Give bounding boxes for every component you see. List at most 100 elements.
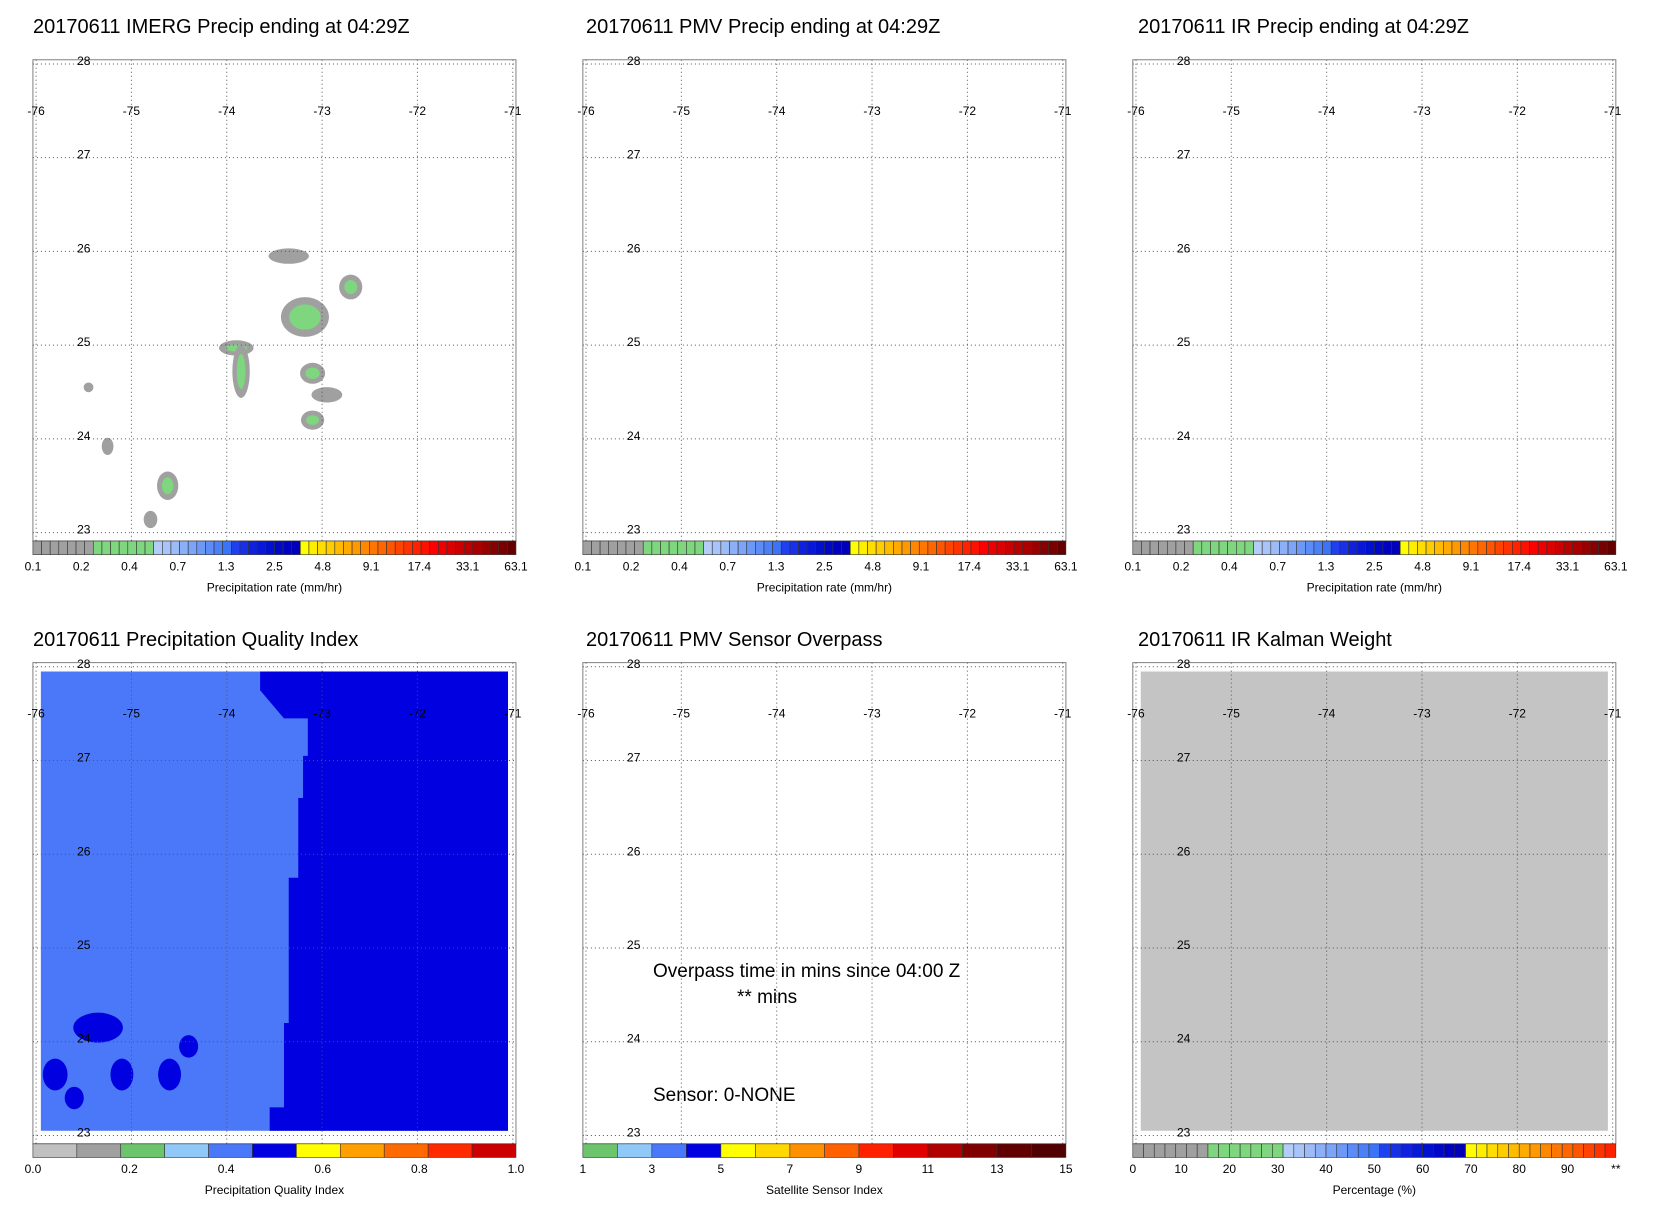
lon-tick-label: -74 <box>768 707 786 721</box>
lat-tick-label: 26 <box>1177 241 1191 255</box>
colorbar-swatch <box>1589 540 1599 555</box>
colorbar-tick-label: 1.0 <box>508 1162 525 1176</box>
imerg-precip-panel: 20170611 IMERG Precip ending at 04:29Z <box>0 0 540 590</box>
colorbar-swatch <box>1391 540 1401 555</box>
colorbar-tick-label: 0.4 <box>218 1162 235 1176</box>
colorbar-swatch <box>208 1143 253 1158</box>
colorbar-swatch <box>1503 540 1513 555</box>
colorbar-swatch <box>1322 540 1332 555</box>
colorbar-swatch <box>1357 1143 1370 1158</box>
colorbar-tick-label: 80 <box>1513 1162 1527 1176</box>
colorbar-swatch <box>1336 1143 1348 1158</box>
plot-frame <box>32 662 517 1145</box>
colorbar-swatch <box>953 540 963 555</box>
colorbar-swatch <box>1164 1143 1177 1158</box>
colorbar-swatch <box>893 540 903 555</box>
colorbar-swatch <box>1282 1143 1295 1158</box>
colorbar-tick-label: 0 <box>1129 1162 1136 1176</box>
colorbar-swatch <box>772 540 782 555</box>
colorbar-swatch <box>755 1143 791 1158</box>
colorbar-swatch <box>1475 1143 1488 1158</box>
lon-tick-label: -75 <box>673 104 691 118</box>
colorbar-swatch <box>1486 540 1496 555</box>
colorbar-tick-label: 9.1 <box>1463 559 1480 573</box>
lat-tick-label: 24 <box>627 1032 641 1046</box>
colorbar-swatch <box>296 1143 341 1158</box>
colorbar-swatch <box>1379 1143 1391 1158</box>
colorbar-swatch <box>1434 540 1444 555</box>
quality-blob <box>64 1086 84 1110</box>
lat-tick-label: 27 <box>1177 148 1191 162</box>
lon-tick-label: -73 <box>863 104 881 118</box>
lon-tick-label: -75 <box>123 707 141 721</box>
colorbar-swatch <box>76 1143 122 1158</box>
colorbar-swatch <box>806 540 817 555</box>
colorbar-swatch <box>1253 540 1263 555</box>
lat-tick-label: 25 <box>627 938 641 952</box>
lat-tick-label: 26 <box>77 844 91 858</box>
colorbar-swatch <box>1512 540 1522 555</box>
lon-tick-label: -75 <box>673 707 691 721</box>
colorbar-swatch <box>1293 1143 1305 1158</box>
colorbar-tick-label: 1 <box>580 1162 587 1176</box>
colorbar-swatch <box>1175 540 1185 555</box>
colorbar-tick-label: 15 <box>1059 1162 1073 1176</box>
colorbar-swatch <box>252 1143 297 1158</box>
lat-tick-label: 28 <box>627 657 641 671</box>
colorbar-swatch <box>1465 1143 1477 1158</box>
lat-tick-label: 27 <box>627 751 641 765</box>
colorbar-swatch <box>1184 540 1194 555</box>
lat-tick-label: 26 <box>1177 844 1191 858</box>
colorbar-swatch <box>962 1143 998 1158</box>
colorbar-swatch <box>1399 540 1410 555</box>
colorbar-swatch <box>1561 1143 1574 1158</box>
quality-blob <box>179 1035 199 1058</box>
colorbar-swatch <box>867 540 877 555</box>
colorbar-swatch <box>1314 1143 1327 1158</box>
lon-tick-label: -76 <box>1127 707 1145 721</box>
colorbar-swatch <box>944 540 955 555</box>
colorbar-swatch <box>1175 1143 1187 1158</box>
colorbar-swatch <box>1330 540 1341 555</box>
colorbar-tick-label: 2.5 <box>816 559 833 573</box>
colorbar-swatch <box>608 540 618 555</box>
lon-tick-label: -72 <box>959 104 977 118</box>
colorbar-swatch <box>1348 540 1358 555</box>
colorbar-tick-label: 33.1 <box>1006 559 1030 573</box>
colorbar-swatch <box>1555 540 1565 555</box>
colorbar-swatch <box>1598 540 1608 555</box>
lat-tick-label: 24 <box>1177 1032 1191 1046</box>
colorbar-swatch <box>651 1143 687 1158</box>
colorbar-swatch <box>1529 540 1539 555</box>
lat-tick-label: 24 <box>1177 429 1191 443</box>
lon-tick-label: -71 <box>1604 104 1622 118</box>
panel-title: 20170611 PMV Precip ending at 04:29Z <box>586 16 941 38</box>
colorbar-swatch <box>677 540 687 555</box>
quality-blob <box>42 1058 68 1091</box>
colorbar-swatch <box>1039 540 1049 555</box>
lat-tick-label: 23 <box>627 1125 641 1139</box>
colorbar-swatch <box>686 540 696 555</box>
colorbar-swatch <box>1572 1143 1584 1158</box>
colorbar-swatch <box>1031 1143 1067 1158</box>
map-axes-5: -76 -75 -74 -73 -72 -71 28 27 26 25 24 23 <box>1127 657 1622 1145</box>
colorbar-5: 0 10 20 30 40 50 60 70 80 90 ** Percentage (%) <box>1129 1143 1621 1197</box>
colorbar-swatch <box>789 540 799 555</box>
colorbar-swatch <box>1433 1143 1445 1158</box>
colorbar-tick-label: 7 <box>787 1162 794 1176</box>
lat-tick-label: 26 <box>627 241 641 255</box>
colorbar-swatch <box>996 1143 1032 1158</box>
colorbar-swatch <box>1422 1143 1434 1158</box>
colorbar-swatch <box>832 540 842 555</box>
colorbar-swatch <box>1227 540 1237 555</box>
colorbar-swatch <box>1520 540 1530 555</box>
lat-tick-label: 25 <box>1177 938 1191 952</box>
colorbar-swatch <box>1583 1143 1595 1158</box>
colorbar-swatch <box>1239 1143 1252 1158</box>
colorbar-swatch <box>720 540 730 555</box>
colorbar-2: 0.1 0.2 0.4 0.7 1.3 2.5 4.8 9.1 17.4 33.1 63.1 Prec… <box>1124 540 1628 594</box>
colorbar-swatch <box>1486 1143 1499 1158</box>
colorbar-swatch <box>1005 540 1015 555</box>
colorbar-swatch <box>1390 1143 1402 1158</box>
